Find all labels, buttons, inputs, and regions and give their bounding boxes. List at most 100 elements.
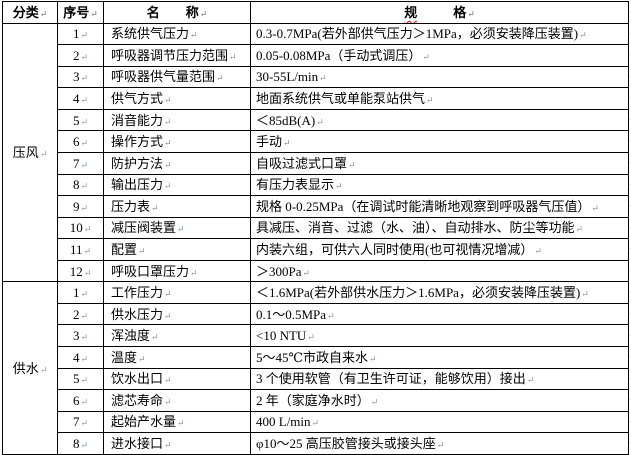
cell-text: 工作压力 bbox=[111, 285, 164, 301]
paragraph-mark-icon: ↵ bbox=[80, 138, 89, 149]
paragraph-mark-icon: ↵ bbox=[80, 396, 89, 407]
paragraph-mark-icon: ↵ bbox=[526, 375, 535, 386]
paragraph-mark-icon: ↵ bbox=[151, 332, 159, 343]
paragraph-mark-icon: ↵ bbox=[177, 224, 185, 235]
seq-cell: 9↵ bbox=[57, 195, 104, 218]
spec-cell: 0.1～0.5MPa↵ bbox=[250, 302, 629, 326]
paragraph-mark-icon: ↵ bbox=[39, 364, 48, 375]
cell-text: 3 bbox=[72, 328, 80, 344]
spec-cell: ＜85dB(A)↵ bbox=[250, 108, 629, 132]
paragraph-mark-icon: ↵ bbox=[316, 116, 324, 127]
paragraph-mark-icon: ↵ bbox=[591, 202, 599, 213]
paragraph-mark-icon: ↵ bbox=[164, 181, 172, 192]
table-row: 7↵ 起始产水量↵ 400 L/min↵ bbox=[3, 410, 629, 434]
cell-text: 饮水出口 bbox=[111, 371, 164, 387]
spec-cell: ＞300Pa↵ bbox=[250, 259, 629, 283]
seq-cell: 5↵ bbox=[57, 367, 104, 391]
row-end-mark-icon: ↵ bbox=[629, 394, 631, 405]
row-end-mark-icon: ↵ bbox=[629, 330, 631, 341]
cell-text: 12 bbox=[69, 263, 83, 279]
cell-text: 压力表 bbox=[111, 198, 151, 214]
seq-cell: 4↵ bbox=[57, 87, 104, 110]
header-seq: 序号↵ bbox=[57, 1, 104, 24]
name-cell: 呼吸口罩压力↵ bbox=[103, 259, 251, 283]
row-end-mark-icon: ↵ bbox=[629, 265, 631, 276]
table-row: 6↵ 滤芯寿命↵ 2 年（家庭净水时）↵ bbox=[3, 389, 629, 412]
cell-text: 0.05-0.08MPa（手动式调压） bbox=[256, 47, 422, 63]
spec-cell: 自吸过滤式口罩↵ bbox=[250, 151, 629, 175]
paragraph-mark-icon: ↵ bbox=[534, 245, 542, 256]
name-cell: 压力表↵ bbox=[103, 195, 251, 218]
cell-text: 地面系统供气或单能泵站供气 bbox=[256, 91, 426, 107]
row-end-mark-icon: ↵ bbox=[629, 135, 631, 146]
seq-cell: 3↵ bbox=[57, 324, 104, 347]
name-cell: 呼吸器调节压力范围↵ bbox=[103, 44, 251, 67]
paragraph-mark-icon: ↵ bbox=[422, 51, 430, 62]
paragraph-mark-icon: ↵ bbox=[164, 440, 172, 451]
cell-text: ＞300Pa bbox=[256, 263, 302, 279]
paragraph-mark-icon: ↵ bbox=[327, 310, 335, 321]
table-row: 压风↵ 1↵ 系统供气压力↵ 0.3-0.7MPa(若外部供气压力＞1MPa，必须安装… bbox=[2, 22, 629, 283]
header-name-label: 名 称 bbox=[146, 4, 199, 20]
cell-text: 防护方法 bbox=[111, 155, 164, 171]
header-row: 分类↵ 序号↵ 名 称↵ 规格↵ bbox=[2, 1, 629, 24]
spec-cell: 具减压、消音、过滤（水、油）、自动排水、防尘等功能↵ bbox=[250, 216, 629, 240]
spec-cell: φ10～25 高压胶管接头或接头座↵ bbox=[250, 432, 629, 455]
name-cell: 工作压力↵ bbox=[103, 281, 251, 304]
cell-text: 3 个使用软管（有卫生许可证，能够饮用）接出 bbox=[256, 371, 526, 387]
row-end-mark-icon: ↵ bbox=[629, 222, 631, 233]
name-cell: 配置↵ bbox=[103, 238, 251, 261]
cell-text: 供气方式 bbox=[111, 91, 164, 107]
seq-cell: 3↵ bbox=[57, 65, 104, 89]
paragraph-mark-icon: ↵ bbox=[302, 267, 311, 278]
paragraph-mark-icon: ↵ bbox=[335, 181, 343, 192]
row-end-mark-icon: ↵ bbox=[629, 6, 631, 17]
cell-text: ＜1.6MPa(若外部供水压力＞1.6MPa，必须安装降压装置) bbox=[256, 285, 581, 301]
cell-text: 规格 0-0.25MPa（在调试时能清晰地观察到呼吸器气压值） bbox=[256, 198, 591, 214]
seq-cell: 8↵ bbox=[57, 173, 104, 197]
row-end-mark-icon: ↵ bbox=[629, 351, 631, 362]
cell-text: 1 bbox=[72, 26, 80, 42]
category-cell: 供水↵ bbox=[2, 281, 58, 455]
name-cell: 供气方式↵ bbox=[103, 87, 251, 110]
name-cell: 系统供气压力↵ bbox=[103, 22, 251, 46]
spec-cell: 30-55L/min↵ bbox=[250, 65, 629, 89]
spec-cell: 规格 0-0.25MPa（在调试时能清晰地观察到呼吸器气压值）↵ bbox=[250, 195, 629, 218]
cell-text: 4 bbox=[72, 349, 80, 365]
paragraph-mark-icon: ↵ bbox=[138, 353, 146, 364]
cell-text: 2 bbox=[72, 306, 80, 322]
paragraph-mark-icon: ↵ bbox=[164, 310, 172, 321]
paragraph-mark-icon: ↵ bbox=[216, 73, 224, 84]
paragraph-mark-icon: ↵ bbox=[199, 8, 208, 19]
seq-cell: 6↵ bbox=[57, 389, 104, 412]
cell-text: 浑浊度 bbox=[111, 328, 151, 344]
table-row: 2↵ 呼吸器调节压力范围↵ 0.05-0.08MPa（手动式调压）↵ bbox=[3, 44, 629, 67]
cell-text: 消音能力 bbox=[111, 112, 164, 128]
spec-cell: <10 NTU↵ bbox=[250, 324, 629, 347]
seq-cell: 11↵ bbox=[57, 238, 104, 261]
header-spec: 规格↵ bbox=[250, 1, 629, 24]
paragraph-mark-icon: ↵ bbox=[80, 375, 89, 386]
paragraph-mark-icon: ↵ bbox=[164, 375, 172, 386]
cell-text: 11 bbox=[69, 241, 83, 257]
paragraph-mark-icon: ↵ bbox=[83, 245, 92, 256]
paragraph-mark-icon: ↵ bbox=[80, 181, 89, 192]
table-row: 8↵ 输出压力↵ 有压力表显示↵ bbox=[3, 173, 629, 197]
row-end-mark-icon: ↵ bbox=[629, 114, 631, 125]
paragraph-mark-icon: ↵ bbox=[80, 440, 89, 451]
spec-cell: 2 年（家庭净水时）↵ bbox=[250, 389, 629, 412]
cell-text: 8 bbox=[72, 177, 80, 193]
paragraph-mark-icon: ↵ bbox=[307, 332, 315, 343]
cell-text: 滤芯寿命 bbox=[111, 392, 164, 408]
table-body: 压风↵ 1↵ 系统供气压力↵ 0.3-0.7MPa(若外部供气压力＞1MPa，必须安装… bbox=[2, 22, 629, 455]
paragraph-mark-icon: ↵ bbox=[436, 440, 445, 451]
name-cell: 滤芯寿命↵ bbox=[103, 389, 251, 412]
name-cell: 操作方式↵ bbox=[103, 130, 251, 153]
paragraph-mark-icon: ↵ bbox=[164, 159, 172, 170]
seq-cell: 6↵ bbox=[57, 130, 104, 153]
paragraph-mark-icon: ↵ bbox=[80, 73, 89, 84]
paragraph-mark-icon: ↵ bbox=[80, 310, 89, 321]
paragraph-mark-icon: ↵ bbox=[80, 95, 89, 106]
paragraph-mark-icon: ↵ bbox=[426, 95, 434, 106]
paragraph-mark-icon: ↵ bbox=[190, 30, 198, 41]
